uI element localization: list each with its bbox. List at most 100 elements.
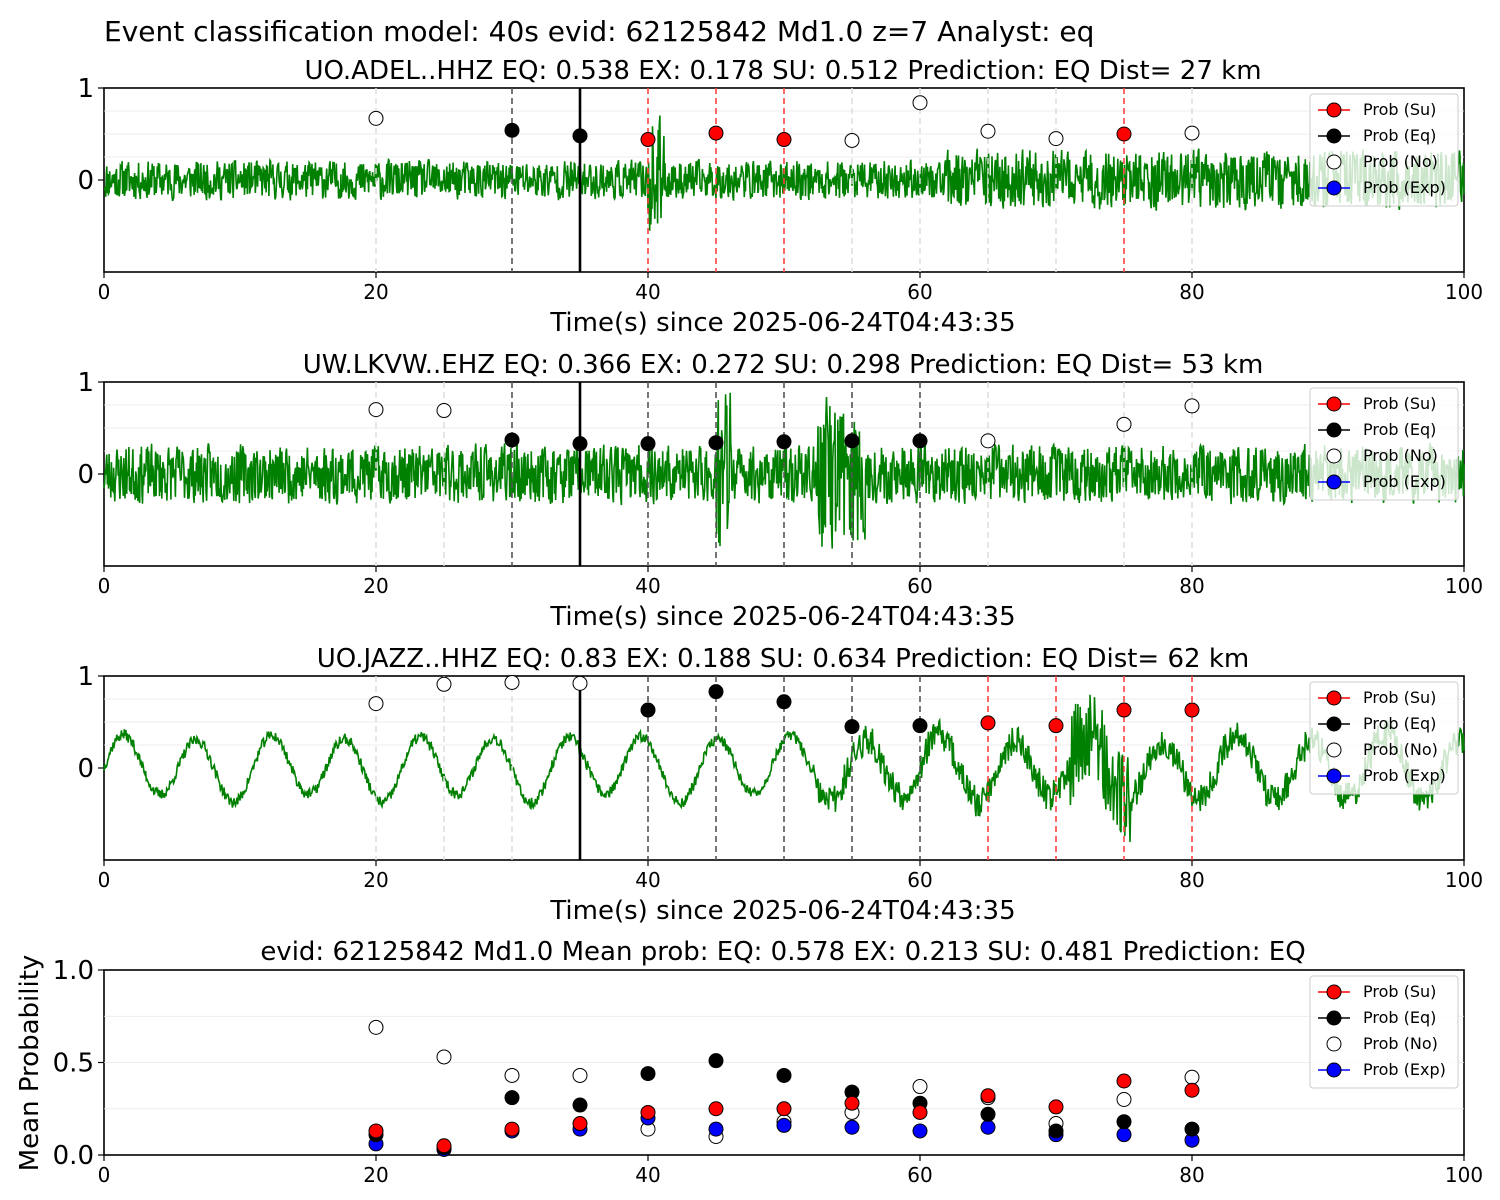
legend-label: Prob (Exp) xyxy=(1363,178,1446,197)
legend-marker xyxy=(1326,396,1342,412)
mean-prob-point xyxy=(504,1090,520,1106)
mean-prob-point xyxy=(640,1104,656,1120)
x-tick-label: 0 xyxy=(98,280,111,304)
x-tick-label: 100 xyxy=(1445,280,1483,304)
legend-marker xyxy=(1326,128,1342,144)
y-tick-label: 0 xyxy=(77,754,94,784)
mean-prob-point xyxy=(572,1067,588,1083)
legend-marker xyxy=(1326,768,1342,784)
y-tick-label: 0 xyxy=(77,460,94,490)
x-tick-label: 40 xyxy=(635,280,660,304)
mean-prob-point xyxy=(504,1121,520,1137)
y-axis-label: Mean Probability xyxy=(15,955,45,1172)
prob-point-su xyxy=(1116,126,1132,142)
y-tick-label: 0.0 xyxy=(53,1141,94,1171)
x-axis-label: Time(s) since 2025-06-24T04:43:35 xyxy=(549,602,1015,632)
mean-prob-point xyxy=(912,1079,928,1095)
mean-prob-point xyxy=(1116,1127,1132,1143)
legend-box xyxy=(1309,975,1459,1089)
mean-prob-point xyxy=(980,1119,996,1135)
prob-point-no xyxy=(368,696,384,712)
panel-lkvw: UW.LKVW..EHZ EQ: 0.366 EX: 0.272 SU: 0.2… xyxy=(77,350,1483,632)
prob-point-eq xyxy=(844,719,860,735)
legend-box xyxy=(1309,681,1459,795)
prob-point-no xyxy=(368,402,384,418)
mean-prob-point xyxy=(844,1095,860,1111)
legend-label: Prob (Exp) xyxy=(1363,1060,1446,1079)
prob-point-no xyxy=(844,132,860,148)
prob-point-su xyxy=(640,132,656,148)
prob-point-no xyxy=(436,676,452,692)
legend-marker xyxy=(1326,474,1342,490)
prob-point-su xyxy=(776,132,792,148)
mean-prob-point xyxy=(708,1053,724,1069)
prob-point-eq xyxy=(640,702,656,718)
panel-title: UW.LKVW..EHZ EQ: 0.366 EX: 0.272 SU: 0.2… xyxy=(303,350,1264,380)
x-tick-label: 0 xyxy=(98,574,111,598)
mean-prob-point xyxy=(1184,1069,1200,1085)
panel-title: UO.ADEL..HHZ EQ: 0.538 EX: 0.178 SU: 0.5… xyxy=(304,56,1261,86)
mean-prob-point xyxy=(708,1101,724,1117)
legend-marker xyxy=(1326,1062,1342,1078)
panel-jazz: UO.JAZZ..HHZ EQ: 0.83 EX: 0.188 SU: 0.63… xyxy=(77,644,1483,926)
y-tick-label: 1 xyxy=(77,74,94,104)
prob-point-eq xyxy=(504,432,520,448)
legend-label: Prob (Exp) xyxy=(1363,766,1446,785)
legend-marker xyxy=(1326,1036,1342,1052)
y-tick-label: 1 xyxy=(77,662,94,692)
mean-prob-point xyxy=(708,1121,724,1137)
y-tick-label: 0 xyxy=(77,166,94,196)
legend-label: Prob (Su) xyxy=(1363,688,1436,707)
x-tick-label: 100 xyxy=(1445,574,1483,598)
legend-marker xyxy=(1326,742,1342,758)
prob-point-su xyxy=(980,715,996,731)
legend-marker xyxy=(1326,154,1342,170)
x-tick-label: 40 xyxy=(635,1163,660,1187)
x-tick-label: 100 xyxy=(1445,868,1483,892)
legend-label: Prob (No) xyxy=(1363,446,1438,465)
x-tick-label: 20 xyxy=(363,574,388,598)
prob-point-no xyxy=(1116,416,1132,432)
prob-point-eq xyxy=(504,122,520,138)
legend-marker xyxy=(1326,180,1342,196)
figure-suptitle: Event classification model: 40s evid: 62… xyxy=(104,15,1094,48)
prob-point-eq xyxy=(708,684,724,700)
legend-marker xyxy=(1326,102,1342,118)
prob-point-no xyxy=(912,95,928,111)
y-tick-label: 1.0 xyxy=(53,956,94,986)
legend-label: Prob (No) xyxy=(1363,152,1438,171)
x-axis-label: Time(s) since 2025-06-24T04:43:35 xyxy=(549,308,1015,338)
prob-point-eq xyxy=(572,436,588,452)
prob-point-no xyxy=(368,110,384,126)
legend-marker xyxy=(1326,422,1342,438)
legend-marker xyxy=(1326,716,1342,732)
mean-prob-point xyxy=(1184,1082,1200,1098)
x-tick-label: 80 xyxy=(1179,280,1204,304)
prob-point-no xyxy=(504,674,520,690)
mean-prob-point xyxy=(368,1019,384,1035)
mean-prob-point xyxy=(504,1067,520,1083)
legend-label: Prob (Eq) xyxy=(1363,420,1436,439)
mean-prob-point xyxy=(368,1123,384,1139)
prob-point-no xyxy=(572,675,588,691)
panel-adel: UO.ADEL..HHZ EQ: 0.538 EX: 0.178 SU: 0.5… xyxy=(77,56,1483,338)
x-tick-label: 80 xyxy=(1179,1163,1204,1187)
prob-point-eq xyxy=(640,436,656,452)
prob-point-no xyxy=(980,123,996,139)
panel-mean-probability: evid: 62125842 Md1.0 Mean prob: EQ: 0.57… xyxy=(15,937,1483,1187)
x-tick-label: 20 xyxy=(363,280,388,304)
x-tick-label: 0 xyxy=(98,868,111,892)
x-tick-label: 0 xyxy=(98,1163,111,1187)
mean-prob-point xyxy=(572,1116,588,1132)
mean-prob-point xyxy=(436,1138,452,1154)
x-axis-label: Time(s) since 2025-06-24T04:43:35 xyxy=(549,896,1015,926)
legend-marker xyxy=(1326,448,1342,464)
x-tick-label: 60 xyxy=(907,1163,932,1187)
x-tick-label: 80 xyxy=(1179,574,1204,598)
mean-prob-point xyxy=(776,1117,792,1133)
legend-label: Prob (Su) xyxy=(1363,100,1436,119)
prob-point-no xyxy=(1184,398,1200,414)
mean-prob-point xyxy=(1116,1114,1132,1130)
mean-prob-point xyxy=(1116,1092,1132,1107)
x-tick-label: 60 xyxy=(907,574,932,598)
